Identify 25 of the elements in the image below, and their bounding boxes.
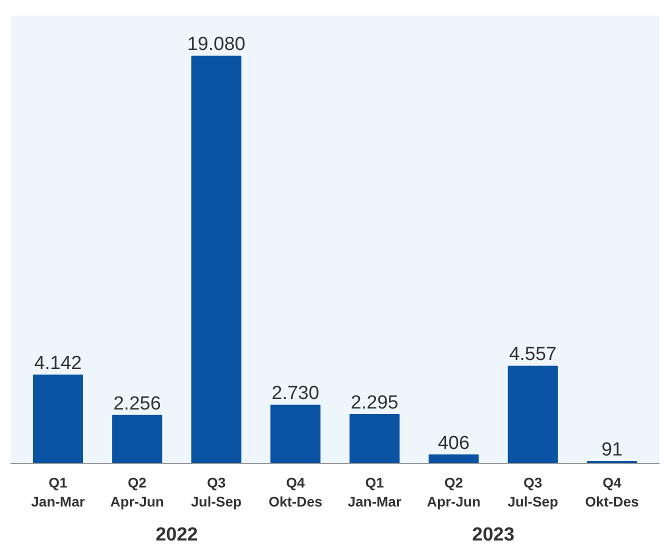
- bar: [508, 366, 558, 464]
- bar: [112, 414, 162, 464]
- bar: [428, 454, 479, 464]
- data-label: 91: [601, 440, 623, 461]
- x-tick-label: Q1 Jan-Mar: [348, 474, 402, 510]
- x-tick-label: Q2 Apr-Jun: [110, 474, 164, 510]
- data-label: 4.142: [34, 353, 82, 374]
- bar: [32, 374, 84, 464]
- x-tick-label: Q2 Apr-Jun: [426, 474, 481, 510]
- data-label: 406: [438, 432, 470, 454]
- x-tick-label: Q3 Jul-Sep: [191, 474, 242, 510]
- data-label: 2.730: [272, 383, 320, 404]
- x-tick-label: Q3 Jul-Sep: [508, 474, 558, 510]
- data-label: 19.080: [187, 34, 246, 56]
- bar: [191, 56, 242, 464]
- text: 2022: [156, 524, 198, 546]
- bar: [270, 404, 320, 464]
- x-tick-label: Q4 Okt-Des: [268, 474, 322, 510]
- data-label: 2.256: [113, 393, 161, 414]
- data-label: 4.557: [509, 344, 557, 366]
- x-tick-label: Q1 Jan-Mar: [31, 474, 86, 510]
- bar: [350, 414, 400, 464]
- data-label: 2.295: [350, 392, 398, 414]
- x-tick-label: Q4 Okt-Des: [585, 474, 640, 510]
- text: 2023: [472, 524, 514, 546]
